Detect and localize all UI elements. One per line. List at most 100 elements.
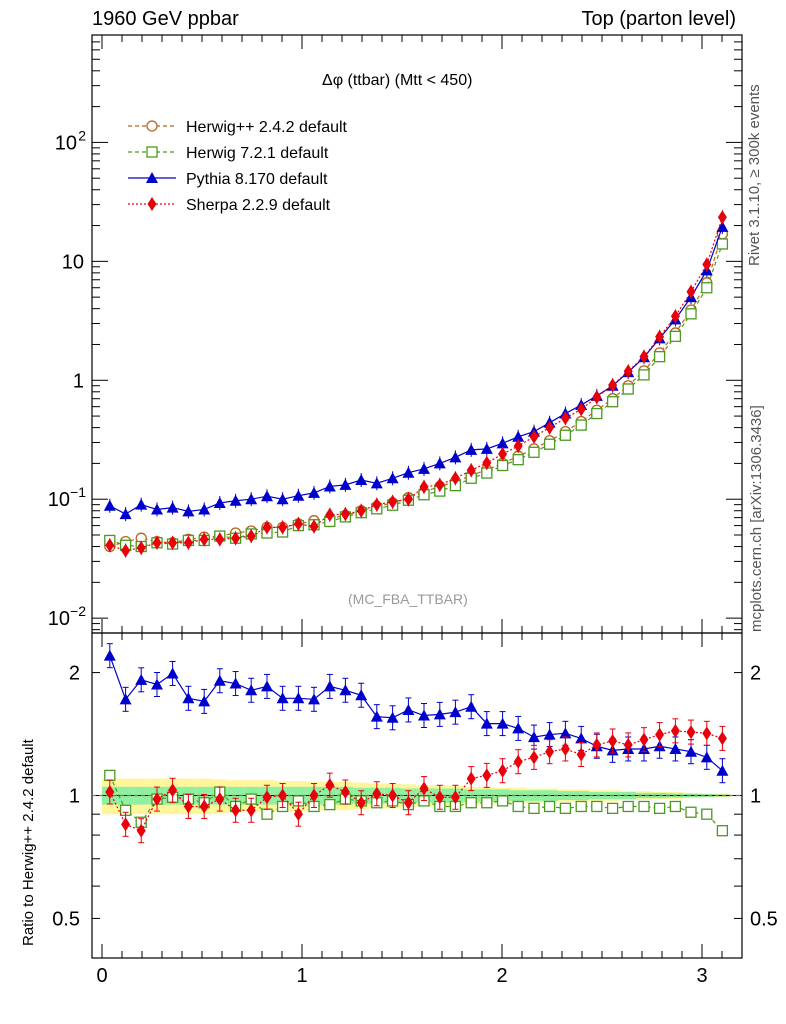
legend-label-0: Herwig++ 2.4.2 default <box>186 119 348 136</box>
ratio-point-0 <box>324 798 336 811</box>
data-point-1 <box>622 383 634 395</box>
ratio-line-1 <box>109 655 723 772</box>
y-tick-exponent: 2 <box>78 127 86 143</box>
data-point-2 <box>213 496 226 508</box>
ratio-point-1 <box>496 717 509 729</box>
ratio-point-2 <box>435 790 445 805</box>
legend-marker-0 <box>146 120 158 132</box>
ratio-point-2 <box>498 763 508 778</box>
legend-label-3: Sherpa 2.2.9 default <box>186 197 331 214</box>
x-tick-label: 0 <box>96 965 107 987</box>
ratio-point-0 <box>653 802 666 815</box>
ratio-point-2 <box>309 788 319 803</box>
ratio-y-tick-label: 2 <box>69 663 80 685</box>
ratio-line-0 <box>109 775 723 832</box>
legend-label-2: Pythia 8.170 default <box>186 171 328 188</box>
y-tick-exponent: −1 <box>70 484 86 500</box>
data-point-2 <box>418 462 430 474</box>
data-point-3 <box>105 538 115 553</box>
data-point-1 <box>638 369 650 381</box>
data-point-1 <box>559 429 572 441</box>
ratio-point-1 <box>323 680 336 692</box>
ratio-point-1 <box>355 689 368 701</box>
data-point-3 <box>136 540 146 555</box>
ratio-point-2 <box>608 733 618 748</box>
ratio-point-2 <box>340 784 350 799</box>
mcplots-label: mcplots.cern.ch [arXiv:1306.3436] <box>748 405 765 632</box>
ratio-point-2 <box>152 792 162 807</box>
ratio-point-1 <box>213 674 226 686</box>
data-point-3 <box>655 329 665 344</box>
plot-title: Δφ (ttbar) (Mtt < 450) <box>322 72 473 89</box>
data-point-1 <box>653 350 666 363</box>
data-point-1 <box>716 238 729 250</box>
data-point-2 <box>182 505 195 517</box>
ratio-point-0 <box>591 800 603 813</box>
ratio-point-0 <box>528 802 540 815</box>
ratio-point-1 <box>339 684 352 696</box>
ratio-point-2 <box>325 778 335 793</box>
ratio-point-2 <box>183 799 193 814</box>
x-tick-label: 2 <box>496 965 507 987</box>
data-point-1 <box>606 396 619 408</box>
ratio-point-1 <box>418 709 430 721</box>
ratio-point-1 <box>119 693 132 705</box>
ratio-frame <box>91 632 743 959</box>
data-point-3 <box>623 364 633 379</box>
ratio-y-tick-label-right: 0.5 <box>750 908 778 930</box>
ratio-point-1 <box>559 727 572 739</box>
legend-marker-2 <box>146 172 158 183</box>
data-point-3 <box>388 494 398 509</box>
data-point-2 <box>512 430 525 442</box>
ratio-point-1 <box>308 693 320 705</box>
y-tick-label: 1 <box>73 370 84 392</box>
series-line-3 <box>109 217 723 552</box>
ratio-point-0 <box>606 802 619 815</box>
data-point-3 <box>513 439 523 454</box>
ratio-point-1 <box>402 703 415 715</box>
ratio-point-2 <box>105 784 115 799</box>
ratio-point-2 <box>278 788 288 803</box>
ratio-point-1 <box>575 732 588 744</box>
ratio-point-1 <box>669 742 682 754</box>
ratio-point-2 <box>168 783 178 798</box>
ratio-point-1 <box>151 678 163 690</box>
data-point-3 <box>498 446 508 461</box>
data-point-3 <box>215 532 225 547</box>
data-point-2 <box>386 472 399 484</box>
ratio-point-1 <box>229 677 242 689</box>
data-point-3 <box>419 479 429 494</box>
data-point-3 <box>592 390 602 405</box>
ratio-point-2 <box>545 744 555 759</box>
ratio-point-0 <box>559 802 572 815</box>
data-point-2 <box>355 474 368 486</box>
main-frame <box>91 34 743 634</box>
ratio-point-0 <box>575 800 587 813</box>
ratio-point-0 <box>638 800 650 813</box>
data-point-2 <box>151 503 163 515</box>
ratio-point-0 <box>481 797 493 809</box>
y-tick-exponent: −2 <box>70 603 86 619</box>
rivet-label: Rivet 3.1.10, ≥ 300k events <box>746 84 763 266</box>
ratio-point-0 <box>496 795 509 807</box>
analysis-tag: (MC_FBA_TTBAR) <box>348 591 468 607</box>
header-right: Top (parton level) <box>581 8 736 30</box>
ratio-point-1 <box>276 692 289 704</box>
ratio-point-2 <box>136 823 146 838</box>
y-tick-label: 10 <box>62 251 84 273</box>
ratio-point-0 <box>512 800 524 813</box>
main-series-group <box>103 210 729 558</box>
ratio-point-2 <box>717 731 727 746</box>
ratio-point-2 <box>199 799 209 814</box>
ratio-y-tick-label-right: 2 <box>750 663 761 685</box>
data-point-2 <box>370 477 383 489</box>
data-point-2 <box>402 466 415 478</box>
data-point-2 <box>245 493 258 505</box>
data-point-3 <box>639 349 649 364</box>
ratio-y-tick-label: 0.5 <box>52 908 80 930</box>
legend-marker-1 <box>146 146 158 158</box>
data-point-2 <box>198 503 211 515</box>
x-tick-label: 1 <box>296 965 307 987</box>
data-point-3 <box>482 455 492 470</box>
data-point-3 <box>278 520 288 535</box>
